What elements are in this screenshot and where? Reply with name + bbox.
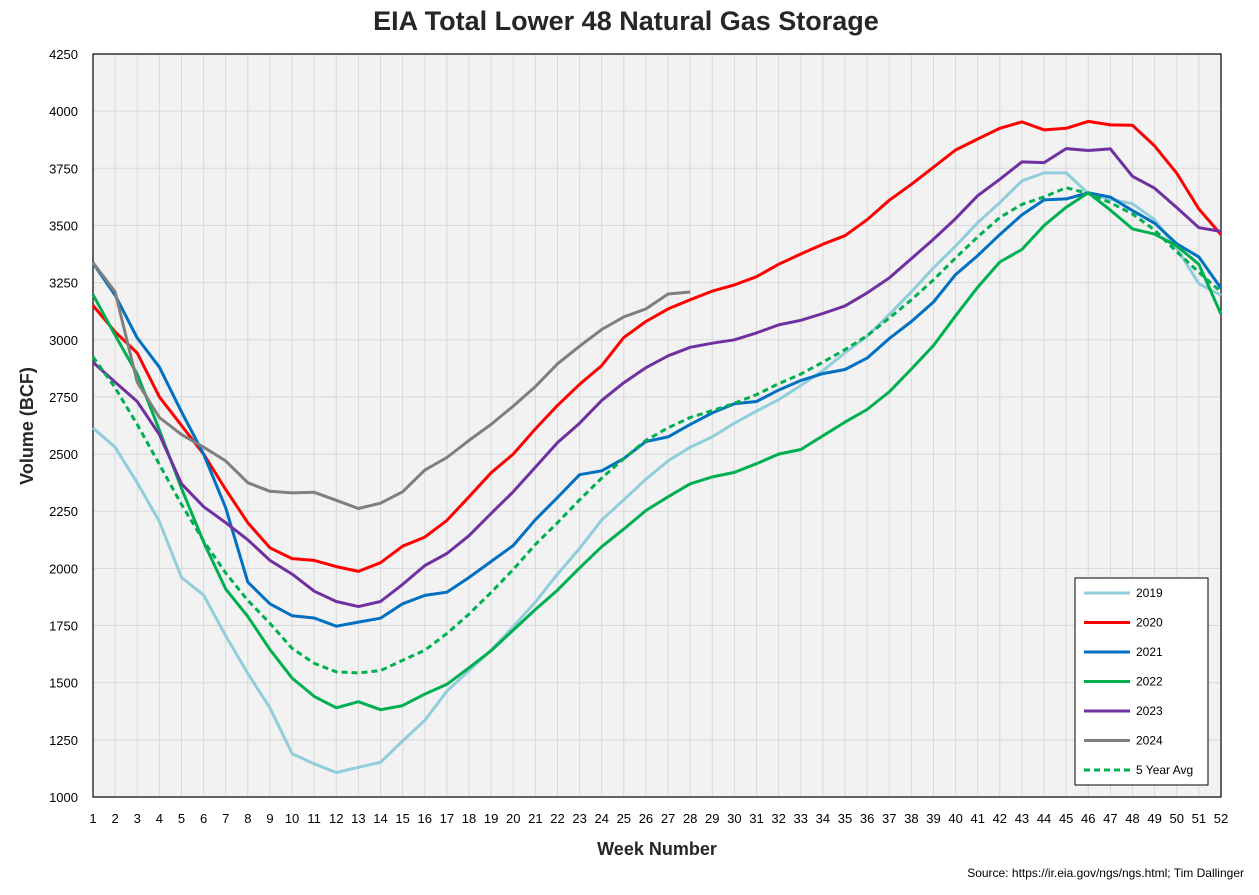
x-tick-label: 28 [683, 811, 697, 826]
x-tick-label: 17 [440, 811, 454, 826]
y-tick-label: 2500 [49, 447, 78, 462]
x-tick-label: 10 [285, 811, 299, 826]
x-tick-label: 27 [661, 811, 675, 826]
x-tick-label: 51 [1192, 811, 1206, 826]
y-tick-label: 3750 [49, 161, 78, 176]
y-tick-label: 2000 [49, 561, 78, 576]
x-axis-title: Week Number [597, 839, 717, 859]
x-tick-label: 33 [794, 811, 808, 826]
x-tick-label: 39 [926, 811, 940, 826]
legend-label: 2019 [1136, 586, 1163, 600]
x-tick-label: 36 [860, 811, 874, 826]
series-line-2020 [91, 119, 1223, 573]
y-tick-label: 4250 [49, 47, 78, 62]
x-tick-label: 5 [178, 811, 185, 826]
x-tick-label: 8 [244, 811, 251, 826]
x-tick-label: 46 [1081, 811, 1095, 826]
x-tick-label: 31 [749, 811, 763, 826]
source-note: Source: https://ir.eia.gov/ngs/ngs.html;… [967, 866, 1244, 880]
x-tick-label: 25 [617, 811, 631, 826]
x-tick-label: 44 [1037, 811, 1051, 826]
y-tick-label: 1250 [49, 733, 78, 748]
series-line-2019 [92, 171, 1222, 774]
x-tick-label: 42 [993, 811, 1007, 826]
y-tick-label: 2750 [49, 390, 78, 405]
x-tick-label: 41 [970, 811, 984, 826]
legend-label: 5 Year Avg [1136, 763, 1193, 777]
x-tick-label: 3 [134, 811, 141, 826]
x-tick-label: 19 [484, 811, 498, 826]
x-tick-label: 7 [222, 811, 229, 826]
x-tick-label: 40 [948, 811, 962, 826]
x-tick-label: 12 [329, 811, 343, 826]
x-tick-label: 26 [639, 811, 653, 826]
series-line-2022 [91, 191, 1223, 712]
series-line-2024 [91, 261, 691, 510]
x-tick-label: 29 [705, 811, 719, 826]
x-tick-label: 6 [200, 811, 207, 826]
y-tick-label: 2250 [49, 504, 78, 519]
x-tick-label: 32 [771, 811, 785, 826]
legend-label: 2021 [1136, 645, 1163, 659]
x-tick-label: 11 [307, 811, 321, 826]
x-tick-label: 21 [528, 811, 542, 826]
x-tick-label: 35 [838, 811, 852, 826]
x-tick-label: 15 [395, 811, 409, 826]
y-tick-label: 3500 [49, 218, 78, 233]
x-tick-label: 47 [1103, 811, 1117, 826]
y-tick-label: 1000 [49, 790, 78, 805]
plot-border [92, 53, 1222, 798]
x-tick-label: 18 [462, 811, 476, 826]
series-line-2023 [91, 147, 1222, 609]
x-tick-label: 16 [418, 811, 432, 826]
x-tick-label: 20 [506, 811, 520, 826]
x-tick-label: 50 [1170, 811, 1184, 826]
x-tick-label: 43 [1015, 811, 1029, 826]
legend-label: 2023 [1136, 704, 1163, 718]
x-tick-label: 2 [112, 811, 119, 826]
plot-area [93, 54, 1221, 797]
series-line-5-year-avg [91, 186, 1222, 675]
y-tick-label: 3250 [49, 276, 78, 291]
x-tick-label: 37 [882, 811, 896, 826]
x-tick-label: 48 [1125, 811, 1139, 826]
y-tick-label: 3000 [49, 333, 78, 348]
x-tick-label: 52 [1214, 811, 1228, 826]
x-tick-label: 23 [572, 811, 586, 826]
x-tick-label: 1 [89, 811, 96, 826]
x-tick-label: 38 [904, 811, 918, 826]
x-tick-label: 9 [266, 811, 273, 826]
x-tick-label: 22 [550, 811, 564, 826]
x-tick-label: 30 [727, 811, 741, 826]
x-tick-label: 49 [1147, 811, 1161, 826]
x-tick-label: 14 [373, 811, 387, 826]
y-tick-label: 1750 [49, 619, 78, 634]
chart-legend: 2019 2020 2021 2022 2023 2024 5 Year Avg [1074, 577, 1209, 786]
x-tick-label: 24 [594, 811, 608, 826]
x-tick-label: 45 [1059, 811, 1073, 826]
x-tick-label: 13 [351, 811, 365, 826]
legend-label: 2022 [1136, 675, 1163, 689]
legend-label: 2020 [1136, 616, 1163, 630]
legend-label: 2024 [1136, 734, 1163, 748]
x-tick-label: 34 [816, 811, 830, 826]
chart-title: EIA Total Lower 48 Natural Gas Storage [373, 6, 879, 36]
y-tick-label: 1500 [49, 676, 78, 691]
series-line-2021 [91, 191, 1223, 628]
y-tick-label: 4000 [49, 104, 78, 119]
x-tick-label: 4 [156, 811, 163, 826]
y-axis-title: Volume (BCF) [17, 367, 37, 485]
